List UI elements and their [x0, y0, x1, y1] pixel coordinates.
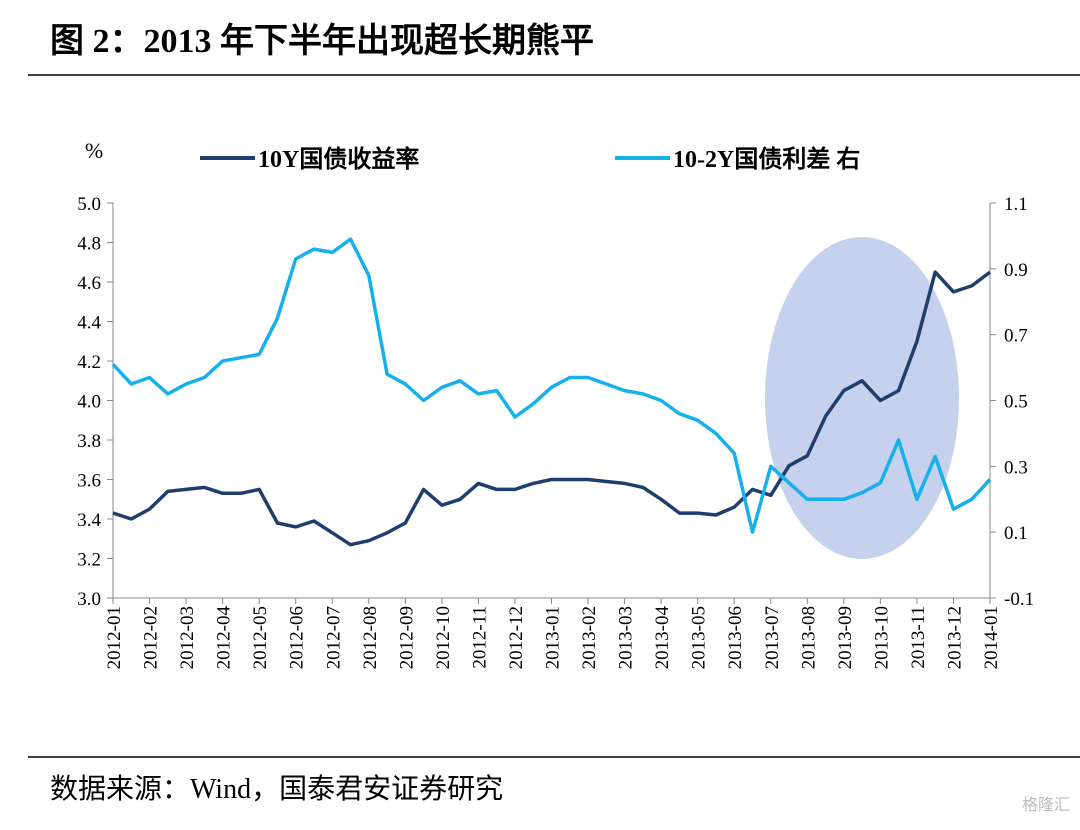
y-tick-label: 3.0 [77, 589, 101, 610]
x-tick-label: 2013-08 [798, 606, 819, 669]
y2-tick-label: 0.7 [1004, 326, 1028, 347]
y2-tick-label: -0.1 [1004, 589, 1034, 610]
x-tick-label: 2012-01 [104, 606, 125, 669]
y-tick-label: 5.0 [77, 194, 101, 215]
y2-tick-label: 0.3 [1004, 457, 1028, 478]
x-tick-label: 2012-09 [396, 606, 417, 669]
x-tick-label: 2012-05 [250, 606, 271, 669]
x-tick-label: 2013-10 [871, 606, 892, 669]
x-tick-label: 2013-03 [616, 606, 637, 669]
y-tick-label: 3.8 [77, 431, 101, 452]
y2-tick-label: 0.1 [1004, 523, 1028, 544]
x-tick-label: 2012-10 [433, 606, 454, 669]
figure-title: 图 2：2013 年下半年出现超长期熊平 [50, 21, 594, 60]
y-tick-label: 4.0 [77, 392, 101, 413]
y-unit: % [85, 138, 103, 163]
x-tick-label: 2014-01 [981, 606, 1002, 669]
x-tick-label: 2012-03 [177, 606, 198, 669]
x-tick-label: 2013-04 [652, 606, 673, 670]
y-tick-label: 4.6 [77, 273, 101, 294]
y-tick-label: 3.2 [77, 550, 101, 571]
x-tick-label: 2012-04 [214, 606, 235, 670]
y-tick-label: 3.6 [77, 471, 101, 492]
x-tick-label: 2012-02 [141, 606, 162, 669]
x-tick-label: 2012-07 [323, 606, 344, 669]
x-tick-label: 2013-05 [689, 606, 710, 669]
y2-tick-label: 1.1 [1004, 194, 1028, 215]
source: 数据来源：Wind，国泰君安证券研究 [50, 773, 503, 805]
y-tick-label: 4.8 [77, 234, 101, 255]
x-tick-label: 2012-08 [360, 606, 381, 669]
x-tick-label: 2012-06 [287, 606, 308, 669]
y-tick-label: 3.4 [77, 510, 101, 531]
x-tick-label: 2012-11 [469, 606, 490, 669]
x-tick-label: 2012-12 [506, 606, 527, 669]
x-tick-label: 2013-09 [835, 606, 856, 669]
series-line [112, 270, 992, 547]
y-tick-label: 4.4 [77, 313, 101, 334]
legend-label: 10-2Y国债利差 右 [673, 145, 860, 173]
series-line [111, 237, 992, 534]
y-tick-label: 4.2 [77, 352, 101, 373]
x-tick-label: 2013-11 [908, 606, 929, 669]
x-tick-label: 2013-01 [543, 606, 564, 669]
x-tick-label: 2013-07 [762, 606, 783, 669]
watermark: 格隆汇 [1022, 796, 1070, 814]
legend-label: 10Y国债收益率 [258, 145, 419, 173]
y2-tick-label: 0.9 [1004, 260, 1028, 281]
y2-tick-label: 0.5 [1004, 392, 1028, 413]
x-tick-label: 2013-02 [579, 606, 600, 669]
x-tick-label: 2013-06 [725, 606, 746, 669]
x-tick-label: 2013-12 [944, 606, 965, 669]
